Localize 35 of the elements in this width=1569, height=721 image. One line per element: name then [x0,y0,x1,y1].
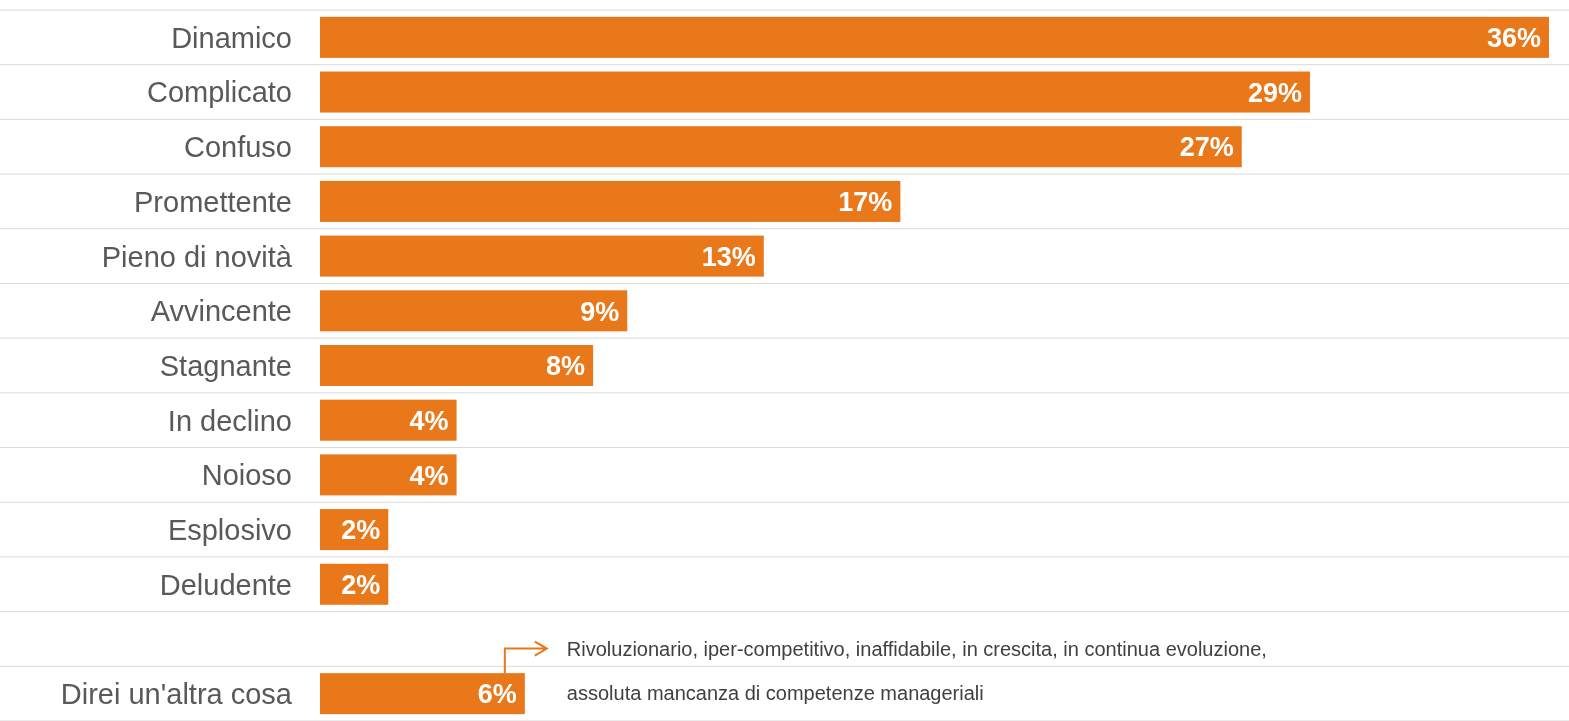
y-tick-label: Dinamico [171,21,292,54]
data-label: 6% [477,679,517,710]
y-tick-label: Promettente [134,185,292,218]
y-tick-label: Esplosivo [167,514,292,547]
bar [320,235,764,277]
y-tick-label: In declino [167,404,292,437]
data-label: 2% [341,569,381,600]
annotation: Rivoluzionario, iper-competitivo, inaffidabile, in crescita, in continua evoluzione, assoluta mancanza di competenze manageriali [566,637,1267,704]
bar [320,454,457,496]
data-label: 8% [546,351,586,382]
bar [320,16,1549,58]
bar [320,71,1311,113]
y-tick-label: Pieno di novità [101,240,293,273]
bar [320,673,525,715]
data-label: 2% [341,515,381,546]
data-label: 4% [409,405,449,436]
data-label: 9% [580,296,620,327]
y-tick-label: Stagnante [159,349,292,382]
y-tick-label: Deludente [159,568,292,601]
bar [320,344,594,387]
y-tick-label: Noioso [201,459,292,492]
y-tick-label: Confuso [183,131,292,164]
data-label: 29% [1247,77,1303,108]
bar [320,180,901,222]
bar [320,399,457,441]
data-label: 17% [838,187,893,218]
data-label: 13% [701,241,756,272]
y-tick-label: Avvincente [150,295,292,328]
bar [320,126,1242,168]
data-label: 36% [1486,23,1541,54]
data-label: 4% [409,460,449,491]
data-label: 27% [1179,132,1234,163]
y-tick-label: Complicato [146,76,292,109]
bar [320,290,628,332]
y-tick-label: Direi un'altra cosa [60,678,293,711]
